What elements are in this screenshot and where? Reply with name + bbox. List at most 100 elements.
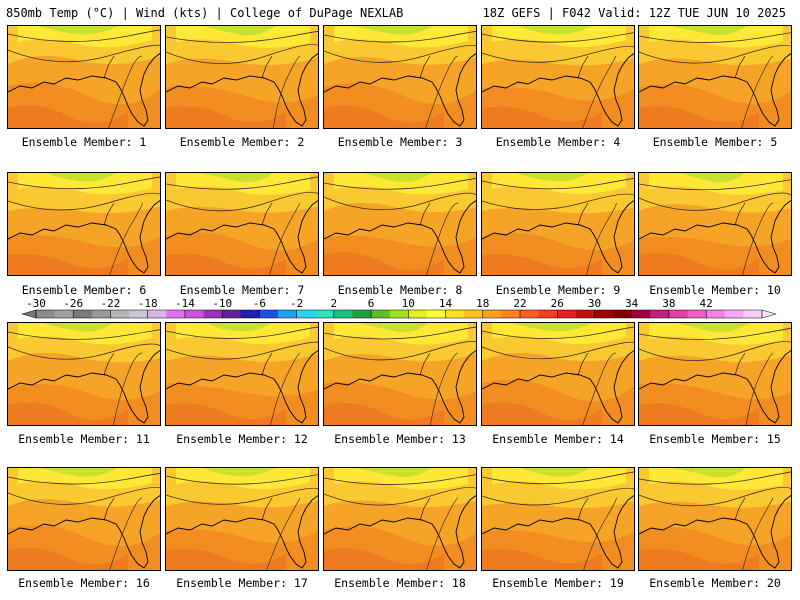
colorbar-swatch xyxy=(482,310,502,318)
colorbar-swatch xyxy=(650,310,670,318)
ensemble-map-panel xyxy=(7,322,161,426)
temperature-map xyxy=(166,173,318,275)
colorbar-tick-label: 38 xyxy=(662,297,675,310)
temperature-map xyxy=(639,323,791,425)
ensemble-member-label: Ensemble Member: 19 xyxy=(492,576,624,590)
temperature-map xyxy=(482,323,634,425)
colorbar-swatch xyxy=(333,310,353,318)
colorbar-tick-label: 14 xyxy=(439,297,453,310)
ensemble-map-panel xyxy=(638,172,792,276)
colorbar-swatch xyxy=(613,310,632,318)
ensemble-member-label: Ensemble Member: 13 xyxy=(334,432,466,446)
colorbar-tick-label: -18 xyxy=(138,297,158,310)
ensemble-map-panel xyxy=(481,467,635,571)
temperature-map xyxy=(482,26,634,128)
temperature-map xyxy=(639,26,791,128)
colorbar-swatch xyxy=(166,310,186,318)
ensemble-member-label: Ensemble Member: 6 xyxy=(21,283,147,297)
colorbar-swatch xyxy=(631,310,651,318)
ensemble-member-label: Ensemble Member: 5 xyxy=(652,135,778,149)
colorbar-tick-label: -6 xyxy=(253,297,266,310)
ensemble-member-label: Ensemble Member: 9 xyxy=(495,283,621,297)
ensemble-member-label: Ensemble Member: 11 xyxy=(18,432,150,446)
temperature-map xyxy=(324,173,476,275)
colorbar-swatch xyxy=(371,310,390,318)
ensemble-map-panel xyxy=(481,25,635,129)
ensemble-map-panel xyxy=(7,467,161,571)
ensemble-map-panel xyxy=(638,467,792,571)
ensemble-member-label: Ensemble Member: 1 xyxy=(21,135,147,149)
colorbar-swatch xyxy=(203,310,223,318)
ensemble-member-label: Ensemble Member: 8 xyxy=(337,283,463,297)
colorbar-tick-label: -26 xyxy=(63,297,83,310)
colorbar-swatch xyxy=(594,310,614,318)
ensemble-map-panel xyxy=(481,172,635,276)
colorbar-tick-label: 10 xyxy=(402,297,415,310)
colorbar-tick-label: -10 xyxy=(212,297,232,310)
ensemble-map-panel xyxy=(323,322,477,426)
colorbar-swatch xyxy=(73,310,93,318)
colorbar-swatch xyxy=(129,310,148,318)
colorbar-swatch xyxy=(743,310,763,318)
temperature-map xyxy=(639,173,791,275)
colorbar-swatch xyxy=(575,310,595,318)
colorbar-swatch xyxy=(557,310,577,318)
map-title: 850mb Temp (°C) | Wind (kts) | College o… xyxy=(6,6,404,20)
colorbar-swatch xyxy=(445,310,465,318)
colorbar-tick-label: 34 xyxy=(625,297,639,310)
ensemble-member-label: Ensemble Member: 10 xyxy=(649,283,781,297)
ensemble-member-label: Ensemble Member: 7 xyxy=(179,283,305,297)
ensemble-member-label: Ensemble Member: 12 xyxy=(176,432,308,446)
colorbar-swatch xyxy=(464,310,484,318)
ensemble-map-panel xyxy=(323,467,477,571)
colorbar-swatch xyxy=(352,310,372,318)
ensemble-map-panel xyxy=(481,322,635,426)
ensemble-member-label: Ensemble Member: 2 xyxy=(179,135,305,149)
temperature-map xyxy=(639,468,791,570)
colorbar-swatch xyxy=(706,310,726,318)
temperature-map xyxy=(324,323,476,425)
colorbar-swatch xyxy=(54,310,74,318)
ensemble-map-panel xyxy=(165,25,319,129)
colorbar-tick-label: -30 xyxy=(26,297,46,310)
temperature-map xyxy=(482,468,634,570)
colorbar-tick-label: 18 xyxy=(476,297,489,310)
ensemble-member-label: Ensemble Member: 15 xyxy=(649,432,781,446)
ensemble-map-panel xyxy=(323,25,477,129)
colorbar-swatch xyxy=(36,310,55,318)
temperature-map xyxy=(166,468,318,570)
colorbar-tick-label: 2 xyxy=(331,297,338,310)
colorbar-swatch xyxy=(259,310,279,318)
temperature-map xyxy=(166,323,318,425)
colorbar-tick-label: -22 xyxy=(101,297,121,310)
ensemble-map-panel xyxy=(323,172,477,276)
ensemble-member-label: Ensemble Member: 16 xyxy=(18,576,150,590)
colorbar-tick-label: 42 xyxy=(700,297,713,310)
temperature-colorbar: -30 -26 -22 -18 -14 -10 -6 -2 2 6 10 14 18 22 26 30 34 38… xyxy=(21,297,777,319)
temperature-map xyxy=(8,468,160,570)
ensemble-map-panel xyxy=(638,25,792,129)
ensemble-map-panel xyxy=(165,467,319,571)
colorbar-tick-label: 26 xyxy=(551,297,564,310)
ensemble-member-label: Ensemble Member: 17 xyxy=(176,576,308,590)
colorbar-swatch xyxy=(184,310,204,318)
ensemble-member-label: Ensemble Member: 3 xyxy=(337,135,463,149)
colorbar-swatch xyxy=(240,310,260,318)
ensemble-map-panel xyxy=(638,322,792,426)
colorbar-tick-label: 6 xyxy=(368,297,375,310)
colorbar-swatch xyxy=(724,310,744,318)
colorbar-swatch xyxy=(110,310,130,318)
colorbar-swatch xyxy=(520,310,539,318)
colorbar-swatch xyxy=(278,310,297,318)
colorbar-tick-label: 22 xyxy=(513,297,526,310)
colorbar-swatch xyxy=(296,310,316,318)
temperature-map xyxy=(482,173,634,275)
colorbar-swatch xyxy=(687,310,707,318)
ensemble-map-panel xyxy=(7,25,161,129)
ensemble-member-label: Ensemble Member: 20 xyxy=(649,576,781,590)
temperature-map xyxy=(324,468,476,570)
colorbar-swatch xyxy=(389,310,409,318)
ensemble-map-panel xyxy=(7,172,161,276)
colorbar-swatch xyxy=(408,310,428,318)
temperature-map xyxy=(324,26,476,128)
